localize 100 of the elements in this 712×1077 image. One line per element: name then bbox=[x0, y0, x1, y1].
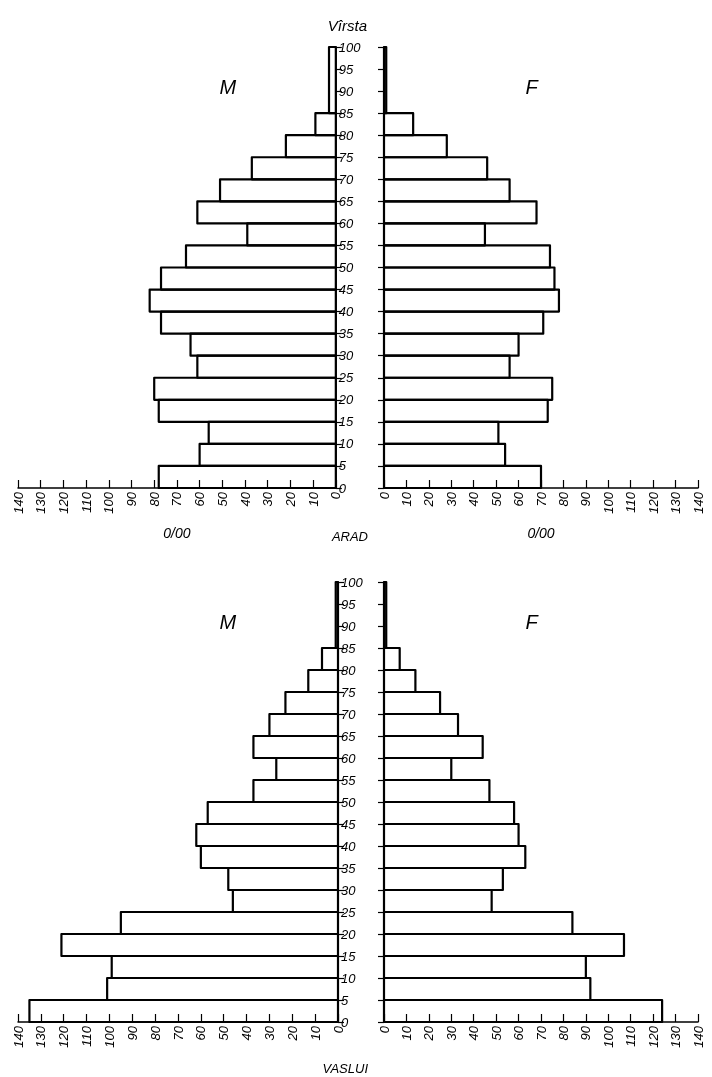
y-tick-label: 5 bbox=[341, 992, 349, 1008]
x-tick-label: 140 bbox=[10, 491, 26, 514]
text: F bbox=[525, 611, 540, 633]
y-tick-label: 65 bbox=[341, 728, 357, 744]
y-tick-label: 30 bbox=[341, 882, 357, 898]
text: M bbox=[219, 76, 237, 98]
y-tick-label: 80 bbox=[341, 662, 357, 678]
y-axis-title: Vîrsta bbox=[327, 17, 368, 34]
x-tick-label: 70 bbox=[533, 491, 549, 507]
x-tick-label: 120 bbox=[645, 1025, 661, 1048]
y-tick-label: 10 bbox=[338, 436, 355, 452]
y-tick-label: 5 bbox=[338, 458, 347, 474]
x-tick-label: 70 bbox=[170, 1025, 186, 1041]
y-tick-label: 100 bbox=[338, 39, 362, 55]
x-tick-label: 80 bbox=[146, 491, 162, 507]
y-tick-label: 55 bbox=[338, 237, 355, 253]
x-tick-label: 140 bbox=[10, 1025, 26, 1048]
x-tick-label: 120 bbox=[645, 491, 661, 514]
x-tick-label: 30 bbox=[260, 491, 276, 507]
y-tick-label: 50 bbox=[341, 794, 357, 810]
x-tick-label: 80 bbox=[555, 491, 571, 507]
x-tick-label: 0 bbox=[376, 1025, 392, 1034]
x-tick-label: 100 bbox=[600, 1025, 616, 1048]
text: ARAD bbox=[330, 529, 369, 544]
x-tick-label: 120 bbox=[56, 1025, 72, 1048]
x-tick-label: 0 bbox=[376, 491, 392, 500]
x-tick-label: 90 bbox=[124, 491, 140, 507]
x-tick-label: 50 bbox=[214, 491, 230, 507]
y-tick-label: 50 bbox=[338, 260, 355, 275]
x-tick-label: 60 bbox=[192, 491, 208, 507]
x-tick-label: 70 bbox=[169, 491, 185, 507]
x-tick-label: 50 bbox=[488, 491, 504, 507]
x-tick-label: 130 bbox=[33, 1025, 49, 1048]
y-tick-label: 25 bbox=[337, 370, 355, 386]
y-tick-label: 70 bbox=[341, 706, 357, 722]
x-tick-label: 110 bbox=[623, 1025, 639, 1047]
x-tick-label: 130 bbox=[33, 491, 49, 514]
x-tick-label: 30 bbox=[261, 1025, 277, 1041]
x-tick-label: 140 bbox=[690, 1025, 706, 1048]
x-tick-label: 10 bbox=[398, 1025, 414, 1041]
text: M bbox=[219, 611, 237, 633]
x-tick-label: 40 bbox=[237, 491, 253, 507]
y-tick-label: 95 bbox=[338, 61, 355, 77]
x-tick-label: 40 bbox=[466, 1025, 482, 1041]
y-tick-label: 55 bbox=[341, 772, 357, 788]
x-tick-label: 80 bbox=[555, 1025, 571, 1041]
x-tick-label: 30 bbox=[443, 1025, 459, 1041]
x-tick-label: 110 bbox=[623, 491, 639, 513]
y-tick-label: 15 bbox=[338, 414, 355, 430]
y-tick-label: 60 bbox=[338, 215, 355, 231]
y-tick-label: 45 bbox=[341, 816, 357, 832]
y-tick-label: 75 bbox=[341, 684, 357, 700]
y-tick-label: 35 bbox=[338, 326, 355, 342]
y-tick-label: 20 bbox=[340, 926, 357, 942]
x-tick-label: 40 bbox=[466, 491, 482, 507]
y-tick-label: 40 bbox=[338, 304, 355, 320]
y-tick-label: 25 bbox=[340, 904, 357, 920]
x-tick-label: 90 bbox=[124, 1025, 140, 1041]
x-tick-label: 130 bbox=[668, 1025, 684, 1048]
x-tick-label: 110 bbox=[79, 1025, 95, 1047]
x-tick-label: 60 bbox=[511, 1025, 527, 1041]
y-tick-label: 20 bbox=[337, 392, 355, 408]
x-tick-label: 20 bbox=[421, 491, 437, 508]
y-tick-label: 85 bbox=[341, 640, 357, 656]
y-tick-label: 90 bbox=[341, 618, 357, 634]
y-tick-label: 75 bbox=[338, 149, 355, 165]
x-tick-label: 100 bbox=[600, 491, 616, 514]
x-tick-label: 130 bbox=[668, 491, 684, 514]
y-tick-label: 95 bbox=[341, 596, 357, 612]
x-axis-title: 0/00 bbox=[527, 525, 555, 541]
x-axis-title: 0/00 bbox=[163, 525, 191, 541]
x-tick-label: 50 bbox=[488, 1025, 504, 1041]
x-tick-label: 10 bbox=[398, 491, 414, 507]
y-tick-label: 10 bbox=[341, 970, 357, 986]
y-tick-label: 70 bbox=[338, 171, 355, 187]
text: F bbox=[525, 76, 540, 98]
x-tick-label: 20 bbox=[282, 491, 298, 508]
y-tick-label: 90 bbox=[338, 83, 355, 99]
x-tick-label: 70 bbox=[533, 1025, 549, 1041]
x-tick-label: 30 bbox=[443, 491, 459, 507]
x-tick-label: 90 bbox=[578, 1025, 594, 1041]
y-tick-label: 80 bbox=[338, 127, 355, 143]
y-tick-label: 65 bbox=[338, 193, 355, 209]
x-tick-label: 10 bbox=[307, 1025, 323, 1041]
y-tick-label: 60 bbox=[341, 750, 357, 766]
x-tick-label: 100 bbox=[101, 491, 117, 514]
x-tick-label: 90 bbox=[578, 491, 594, 507]
x-tick-label: 100 bbox=[101, 1025, 117, 1048]
y-tick-label: 15 bbox=[341, 948, 357, 964]
y-tick-label: 40 bbox=[341, 838, 357, 854]
y-tick-label: 30 bbox=[338, 348, 355, 364]
x-tick-label: 120 bbox=[55, 491, 71, 514]
y-tick-label: 45 bbox=[338, 282, 355, 298]
x-tick-label: 40 bbox=[239, 1025, 255, 1041]
y-tick-label: 35 bbox=[341, 860, 357, 876]
x-tick-label: 60 bbox=[511, 491, 527, 507]
x-tick-label: 140 bbox=[690, 491, 706, 514]
x-tick-label: 10 bbox=[305, 491, 321, 507]
x-tick-label: 110 bbox=[78, 491, 94, 513]
x-tick-label: 20 bbox=[421, 1025, 437, 1042]
